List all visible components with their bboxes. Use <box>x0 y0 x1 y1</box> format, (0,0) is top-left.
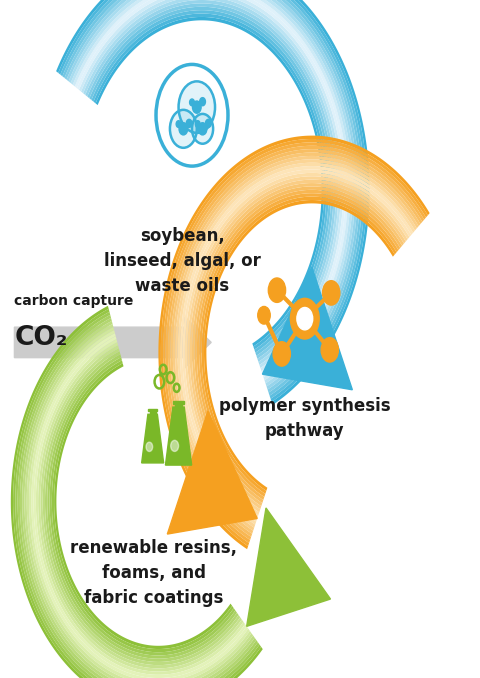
Circle shape <box>179 81 215 133</box>
Polygon shape <box>168 411 257 534</box>
Polygon shape <box>194 186 402 503</box>
Circle shape <box>156 64 228 166</box>
Circle shape <box>323 281 340 305</box>
Polygon shape <box>77 0 346 374</box>
Polygon shape <box>40 345 242 669</box>
Polygon shape <box>45 351 239 662</box>
Polygon shape <box>173 156 419 531</box>
Polygon shape <box>158 136 430 549</box>
Text: polymer synthesis
pathway: polymer synthesis pathway <box>219 397 391 439</box>
Polygon shape <box>73 0 350 380</box>
Bar <box>148 409 157 412</box>
Circle shape <box>195 121 200 127</box>
Polygon shape <box>170 153 420 534</box>
Polygon shape <box>22 321 255 678</box>
Circle shape <box>190 99 194 106</box>
Polygon shape <box>180 166 413 521</box>
Circle shape <box>179 123 188 135</box>
Circle shape <box>205 119 211 127</box>
Polygon shape <box>79 0 343 371</box>
Polygon shape <box>15 312 260 678</box>
Polygon shape <box>20 318 256 678</box>
Polygon shape <box>49 357 235 656</box>
Polygon shape <box>192 183 404 506</box>
Polygon shape <box>75 0 348 377</box>
Polygon shape <box>202 197 396 494</box>
Polygon shape <box>163 142 426 543</box>
Circle shape <box>146 442 153 452</box>
Polygon shape <box>36 339 245 675</box>
Polygon shape <box>24 324 253 678</box>
Circle shape <box>290 298 319 339</box>
Circle shape <box>171 440 179 452</box>
Circle shape <box>176 121 181 127</box>
Polygon shape <box>67 0 358 390</box>
Polygon shape <box>178 163 415 525</box>
Circle shape <box>170 110 197 148</box>
Polygon shape <box>96 17 324 346</box>
Polygon shape <box>85 0 336 362</box>
Circle shape <box>200 98 205 106</box>
Polygon shape <box>38 342 243 671</box>
Circle shape <box>297 307 313 330</box>
Polygon shape <box>166 407 192 465</box>
Circle shape <box>321 338 338 362</box>
Circle shape <box>258 306 270 324</box>
Polygon shape <box>142 414 164 463</box>
Polygon shape <box>197 190 400 500</box>
Polygon shape <box>187 176 408 513</box>
Polygon shape <box>92 10 329 353</box>
Polygon shape <box>175 159 417 527</box>
Polygon shape <box>11 306 263 678</box>
Polygon shape <box>54 363 232 649</box>
Bar <box>150 412 156 427</box>
Polygon shape <box>247 508 331 626</box>
Polygon shape <box>43 348 240 665</box>
Circle shape <box>198 123 207 135</box>
Polygon shape <box>190 180 406 509</box>
Polygon shape <box>168 149 422 537</box>
Polygon shape <box>62 0 362 396</box>
Polygon shape <box>48 354 237 658</box>
Bar <box>175 403 182 422</box>
Polygon shape <box>29 330 250 678</box>
Polygon shape <box>182 170 411 519</box>
Polygon shape <box>166 146 424 540</box>
Circle shape <box>268 278 286 302</box>
Polygon shape <box>18 315 258 678</box>
Polygon shape <box>87 3 334 359</box>
Circle shape <box>192 101 201 113</box>
Polygon shape <box>31 333 248 678</box>
Polygon shape <box>27 327 252 678</box>
Text: carbon capture: carbon capture <box>14 294 134 308</box>
Circle shape <box>273 342 290 366</box>
Polygon shape <box>161 139 428 546</box>
Polygon shape <box>52 360 234 652</box>
Polygon shape <box>64 0 360 393</box>
Bar <box>173 401 184 403</box>
Circle shape <box>186 119 192 127</box>
Polygon shape <box>71 0 353 383</box>
Polygon shape <box>94 14 326 350</box>
Polygon shape <box>81 0 341 368</box>
Polygon shape <box>185 173 409 515</box>
Text: renewable resins,
foams, and
fabric coatings: renewable resins, foams, and fabric coat… <box>70 539 237 607</box>
Polygon shape <box>89 7 331 356</box>
Polygon shape <box>83 0 338 365</box>
Polygon shape <box>69 0 355 386</box>
Polygon shape <box>14 317 211 367</box>
Polygon shape <box>263 267 352 390</box>
Circle shape <box>192 114 213 144</box>
Text: soybean,
linseed, algal, or
waste oils: soybean, linseed, algal, or waste oils <box>104 227 261 295</box>
Text: CO₂: CO₂ <box>14 325 68 351</box>
Polygon shape <box>34 336 247 678</box>
Polygon shape <box>13 309 261 678</box>
Polygon shape <box>56 0 370 405</box>
Polygon shape <box>58 0 367 402</box>
Polygon shape <box>60 0 365 399</box>
Polygon shape <box>199 193 398 497</box>
Polygon shape <box>204 200 395 491</box>
